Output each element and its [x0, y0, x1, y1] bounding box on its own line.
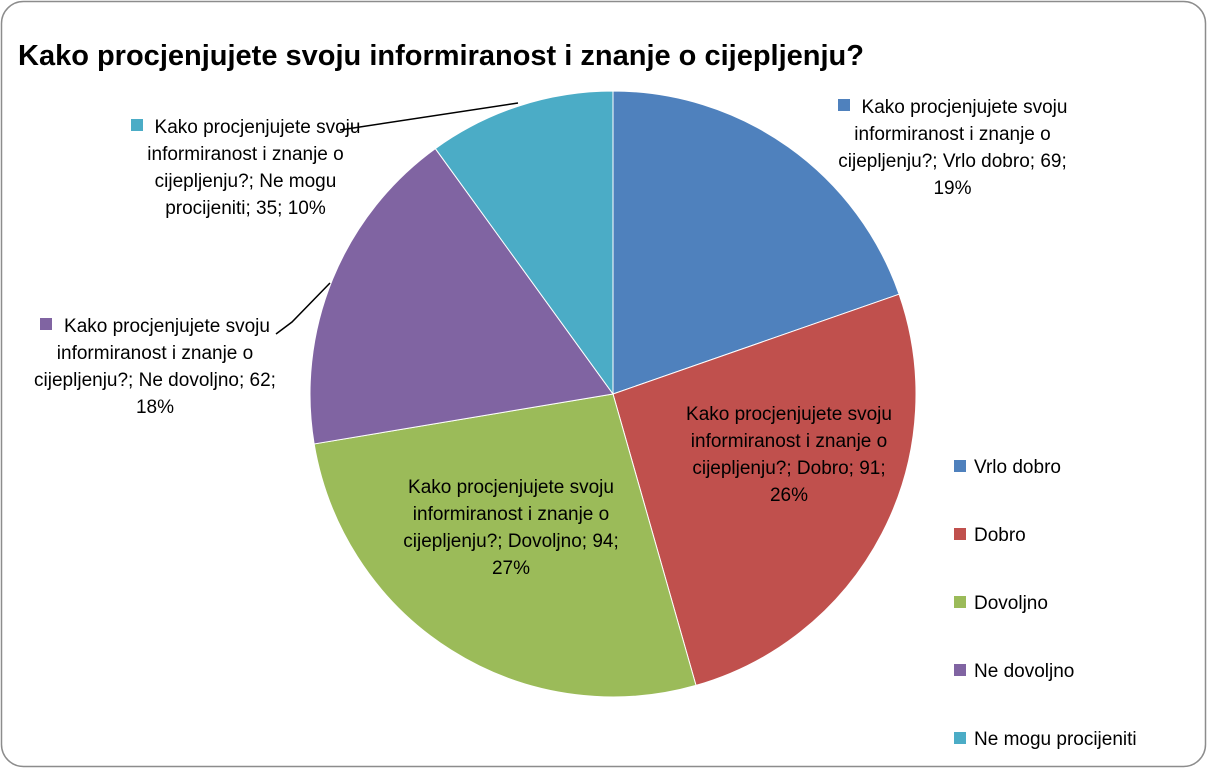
leader-line — [275, 282, 331, 335]
label-key — [837, 99, 850, 111]
legend-item: Ne dovoljno — [954, 661, 1074, 683]
data-label: Kako procjenjujete svoju informiranost i… — [118, 114, 373, 222]
legend-swatch — [954, 460, 966, 472]
legend-label: Vrlo dobro — [974, 457, 1061, 478]
legend-swatch — [954, 596, 966, 608]
legend-label: Dovoljno — [974, 593, 1048, 614]
data-label: Kako procjenjujete svoju informiranost i… — [680, 401, 898, 509]
pie-slice — [309, 147, 614, 445]
data-label-text: Kako procjenjujete svoju informiranost i… — [838, 97, 1068, 199]
label-key — [40, 318, 53, 330]
data-label-text: Kako procjenjujete svoju informiranost i… — [403, 477, 619, 579]
data-label: Kako procjenjujete svoju informiranost i… — [402, 474, 620, 582]
pie-slice — [313, 393, 697, 698]
legend-item: Vrlo dobro — [954, 457, 1061, 479]
leader-line — [339, 102, 519, 131]
legend-swatch — [954, 528, 966, 540]
legend-swatch — [954, 732, 966, 744]
legend-label: Dobro — [974, 525, 1026, 546]
legend-item: Dovoljno — [954, 593, 1048, 615]
legend-item: Ne mogu procijeniti — [954, 729, 1137, 751]
data-label-text: Kako procjenjujete svoju informiranost i… — [686, 404, 892, 506]
pie-slice — [612, 90, 900, 395]
legend-item: Dobro — [954, 525, 1026, 547]
data-label: Kako procjenjujete svoju informiranost i… — [830, 94, 1075, 202]
data-label-text: Kako procjenjujete svoju informiranost i… — [147, 117, 361, 219]
legend-swatch — [954, 664, 966, 676]
data-label: Kako procjenjujete svoju informiranost i… — [20, 313, 290, 421]
legend-label: Ne mogu procijeniti — [974, 729, 1137, 750]
chart-title: Kako procjenjujete svoju informiranost i… — [18, 40, 864, 72]
pie-slice — [434, 90, 614, 396]
label-key — [130, 119, 143, 131]
legend-label: Ne dovoljno — [974, 661, 1075, 682]
data-label-text: Kako procjenjujete svoju informiranost i… — [34, 316, 276, 418]
pie-slice — [612, 293, 917, 687]
